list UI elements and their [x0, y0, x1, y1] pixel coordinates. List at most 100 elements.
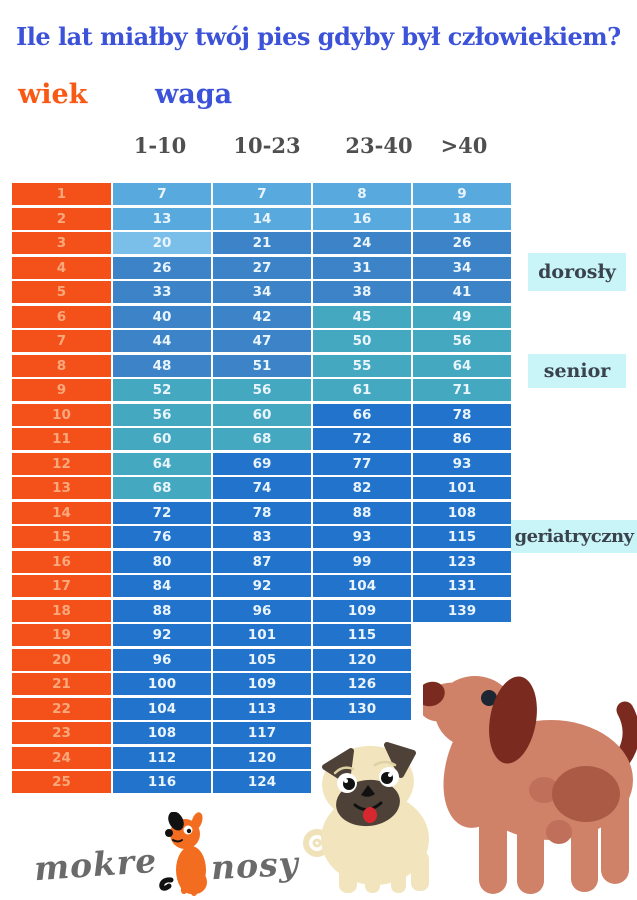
stage-label-senior: senior — [528, 354, 626, 388]
pug-dog-illustration — [303, 742, 429, 893]
age-cell: 5 — [12, 281, 111, 303]
value-cell: 93 — [413, 452, 511, 475]
age-cell: 19 — [12, 624, 111, 646]
table-row: 3 20 21 24 26 — [12, 232, 511, 254]
value-cell: 87 — [213, 550, 311, 573]
value-cell: 124 — [213, 771, 311, 793]
age-cell: 22 — [12, 697, 111, 720]
value-cell: 14 — [213, 207, 311, 230]
age-cell: 8 — [12, 354, 111, 377]
age-cell: 13 — [12, 477, 111, 499]
value-cell: 50 — [313, 330, 411, 352]
value-cell: 99 — [313, 550, 411, 573]
value-cell: 42 — [213, 305, 311, 328]
value-cell: 31 — [313, 256, 411, 279]
value-cell: 45 — [313, 305, 411, 328]
value-cell: 21 — [213, 232, 311, 254]
age-cell: 12 — [12, 452, 111, 475]
value-cell: 80 — [113, 550, 211, 573]
age-table: 1 7 7 8 9 2 13 14 16 18 3 20 21 24 26 4 26 27 31 34 5 33 34 38 4… — [12, 183, 511, 796]
age-cell: 9 — [12, 379, 111, 401]
table-row: 22 104 113 130 — [12, 697, 511, 720]
age-cell: 1 — [12, 183, 111, 205]
table-row: 17 84 92 104 131 — [12, 575, 511, 597]
value-cell: 26 — [113, 256, 211, 279]
value-cell: 69 — [213, 452, 311, 475]
table-row: 7 44 47 50 56 — [12, 330, 511, 352]
value-cell: 16 — [313, 207, 411, 230]
value-cell: 61 — [313, 379, 411, 401]
value-cell: 60 — [213, 403, 311, 426]
table-row: 24 112 120 — [12, 746, 511, 769]
value-cell: 48 — [113, 354, 211, 377]
age-cell: 20 — [12, 648, 111, 671]
value-cell: 92 — [113, 624, 211, 646]
table-row: 25 116 124 — [12, 771, 511, 793]
value-cell: 101 — [213, 624, 311, 646]
table-row: 4 26 27 31 34 — [12, 256, 511, 279]
weight-range-header-1: 1-10 — [133, 133, 187, 158]
value-cell: 123 — [413, 550, 511, 573]
table-row: 6 40 42 45 49 — [12, 305, 511, 328]
brown-dog-illustration — [423, 676, 637, 894]
weight-range-header-2: 10-23 — [233, 133, 301, 158]
age-cell: 7 — [12, 330, 111, 352]
age-cell: 15 — [12, 526, 111, 548]
age-cell: 2 — [12, 207, 111, 230]
table-row: 19 92 101 115 — [12, 624, 511, 646]
value-cell: 116 — [113, 771, 211, 793]
value-cell: 44 — [113, 330, 211, 352]
table-row: 5 33 34 38 41 — [12, 281, 511, 303]
logo-word-nosy: nosy — [210, 843, 300, 887]
table-row: 16 80 87 99 123 — [12, 550, 511, 573]
value-cell: 60 — [113, 428, 211, 450]
value-cell: 131 — [413, 575, 511, 597]
value-cell: 96 — [113, 648, 211, 671]
value-cell: 8 — [313, 183, 411, 205]
value-cell: 96 — [213, 599, 311, 622]
value-cell: 66 — [313, 403, 411, 426]
value-cell: 88 — [113, 599, 211, 622]
age-cell: 16 — [12, 550, 111, 573]
value-cell: 78 — [213, 501, 311, 524]
value-cell: 109 — [213, 673, 311, 695]
value-cell: 7 — [113, 183, 211, 205]
table-row: 10 56 60 66 78 — [12, 403, 511, 426]
value-cell: 104 — [313, 575, 411, 597]
value-cell: 104 — [113, 697, 211, 720]
value-cell: 109 — [313, 599, 411, 622]
age-cell: 10 — [12, 403, 111, 426]
value-cell: 76 — [113, 526, 211, 548]
value-cell: 68 — [113, 477, 211, 499]
table-row: 13 68 74 82 101 — [12, 477, 511, 499]
table-row: 12 64 69 77 93 — [12, 452, 511, 475]
value-cell: 86 — [413, 428, 511, 450]
table-row: 20 96 105 120 — [12, 648, 511, 671]
value-cell: 126 — [313, 673, 411, 695]
age-cell: 3 — [12, 232, 111, 254]
value-cell: 112 — [113, 746, 211, 769]
table-row: 2 13 14 16 18 — [12, 207, 511, 230]
value-cell: 56 — [213, 379, 311, 401]
age-cell: 4 — [12, 256, 111, 279]
value-cell: 64 — [113, 452, 211, 475]
age-cell: 14 — [12, 501, 111, 524]
value-cell: 120 — [313, 648, 411, 671]
age-cell: 6 — [12, 305, 111, 328]
value-cell: 101 — [413, 477, 511, 499]
stage-label-geriatric: geriatryczny — [511, 520, 637, 553]
table-row: 21 100 109 126 — [12, 673, 511, 695]
value-cell: 27 — [213, 256, 311, 279]
value-cell: 55 — [313, 354, 411, 377]
value-cell: 88 — [313, 501, 411, 524]
empty-cell — [413, 624, 511, 646]
empty-cell — [413, 649, 511, 671]
value-cell: 120 — [213, 746, 311, 769]
logo-dog-icon — [159, 812, 208, 896]
table-row: 11 60 68 72 86 — [12, 428, 511, 450]
table-row: 9 52 56 61 71 — [12, 379, 511, 401]
age-cell: 11 — [12, 428, 111, 450]
age-cell: 24 — [12, 746, 111, 769]
age-cell: 25 — [12, 771, 111, 793]
age-cell: 18 — [12, 599, 111, 622]
